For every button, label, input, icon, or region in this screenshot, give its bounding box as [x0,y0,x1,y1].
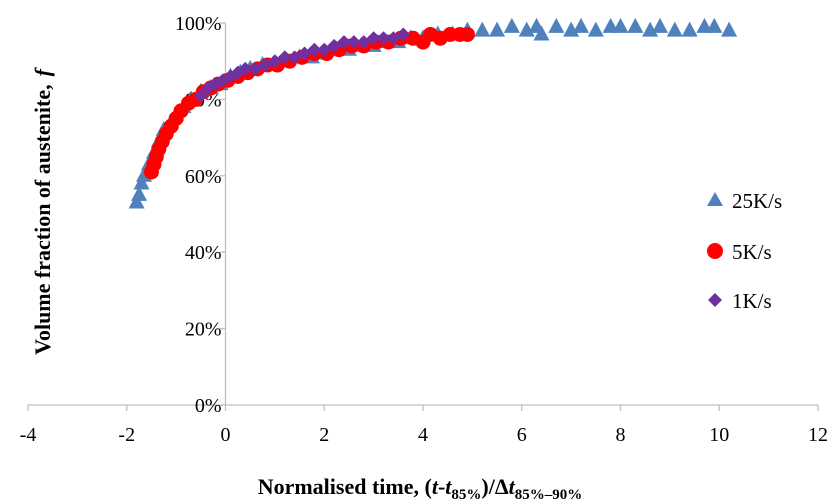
data-point [681,21,698,37]
data-point [666,21,683,37]
y-tick-label: 100% [175,13,222,35]
data-point [307,42,322,57]
data-point [277,50,292,65]
legend-marker-circle [707,243,723,259]
data-point [706,17,723,33]
data-point [627,17,644,33]
data-point [721,21,738,37]
x-tick-label: 12 [808,424,828,446]
x-tick-label: 2 [319,424,329,446]
plot-area [128,17,738,209]
data-point [131,185,148,201]
series-1ks [193,27,411,103]
data-point [518,21,535,37]
legend-label-25ks: 25K/s [732,189,782,213]
legend-label-1ks: 1K/s [732,289,772,313]
x-tick-label: 8 [616,424,626,446]
data-point [366,31,381,46]
legend-marker-triangle [707,192,723,206]
y-tick-label: 60% [185,166,222,188]
x-tick-label: 0 [221,424,231,446]
data-point [642,21,659,37]
y-axis-title: Volume fraction of austenite,f [30,66,55,355]
data-point [474,21,491,37]
data-point [533,25,550,41]
data-point [503,17,520,33]
data-point [563,21,580,37]
data-point [337,35,351,50]
legend-item-1ks: 1K/s [708,289,772,313]
data-point [459,26,475,42]
data-point [386,31,401,46]
data-point [396,27,411,42]
legend-item-25ks: 25K/s [707,189,782,213]
x-tick-label: -2 [118,424,135,446]
x-tick-label: 10 [709,424,729,446]
data-point [133,174,150,190]
legend-label-5ks: 5K/s [732,240,772,264]
x-tick-label: 4 [418,424,428,446]
data-point [238,61,253,76]
x-tick-label: 6 [517,424,527,446]
data-point [548,17,565,33]
data-point [193,88,208,103]
y-tick-label: 20% [185,319,222,341]
data-point [128,193,145,209]
data-point [587,21,604,37]
x-tick-label: -4 [20,424,37,446]
x-axis-title: Normalised time, (t-t85%)/Δt85%–90% [258,474,583,503]
data-point [346,35,361,50]
legend-marker-diamond [708,293,722,307]
legend: 25K/s 5K/s 1K/s [707,189,782,313]
data-point [612,17,629,33]
data-point [248,61,263,76]
data-point [376,31,391,46]
data-point [652,17,668,33]
data-point [573,17,589,33]
y-tick-label: 40% [185,242,222,264]
data-point [489,21,506,37]
y-tick-label: 0% [195,395,222,417]
legend-item-5ks: 5K/s [707,240,772,264]
